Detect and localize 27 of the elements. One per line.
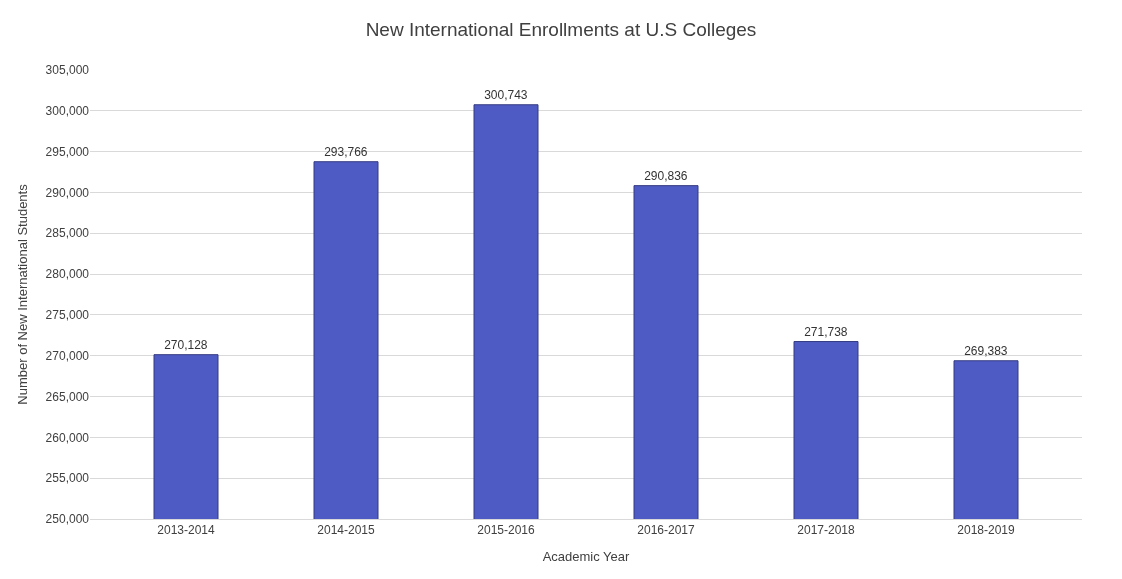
data-label: 290,836 — [644, 168, 688, 183]
x-tick-label: 2014-2015 — [317, 523, 376, 538]
y-tick-label: 280,000 — [45, 267, 90, 282]
y-tick-label: 305,000 — [45, 63, 90, 78]
y-tick-label: 255,000 — [45, 471, 90, 486]
x-tick-label: 2018-2019 — [957, 523, 1016, 538]
y-tick-label: 275,000 — [45, 308, 90, 323]
data-label: 270,128 — [164, 337, 208, 352]
y-tick-label: 300,000 — [45, 104, 90, 119]
y-tick-label: 260,000 — [45, 430, 90, 445]
data-label: 269,383 — [964, 343, 1008, 358]
y-tick-label: 285,000 — [45, 226, 90, 241]
x-tick-label: 2013-2014 — [157, 523, 216, 538]
y-tick-label: 270,000 — [45, 348, 90, 363]
x-axis-title: Academic Year — [542, 549, 631, 564]
x-tick-label: 2015-2016 — [477, 523, 536, 538]
y-tick-label: 265,000 — [45, 389, 90, 404]
x-tick-label: 2016-2017 — [637, 523, 696, 538]
chart-title: New International Enrollments at U.S Colleges — [365, 19, 757, 41]
y-tick-label: 295,000 — [45, 144, 90, 159]
data-label: 271,738 — [804, 324, 848, 339]
y-axis-title: Number of New International Students — [14, 183, 30, 405]
y-tick-label: 290,000 — [45, 185, 90, 200]
x-tick-label: 2017-2018 — [797, 523, 856, 538]
y-tick-label: 250,000 — [45, 512, 90, 527]
data-label: 300,743 — [484, 87, 528, 102]
data-label: 293,766 — [324, 144, 368, 159]
